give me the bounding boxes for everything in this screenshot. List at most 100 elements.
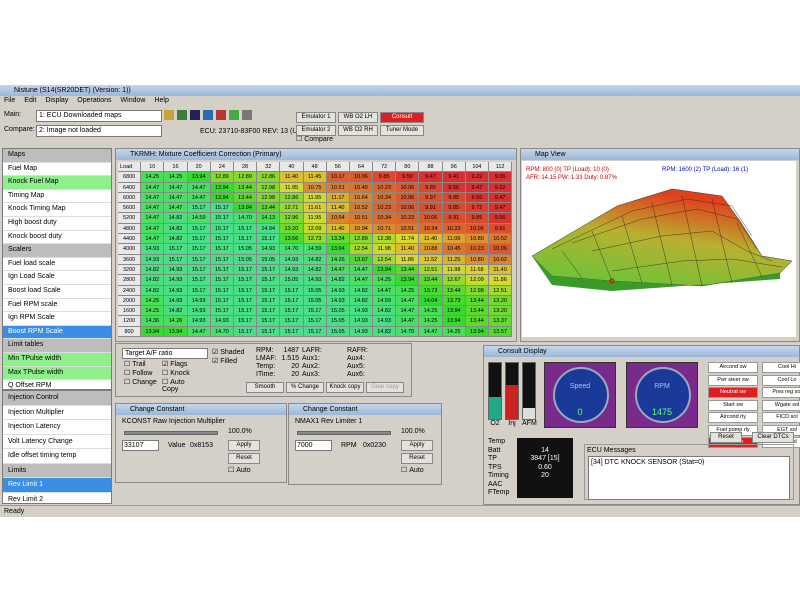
table-cell[interactable]: 12.86 [257,172,281,183]
table-cell[interactable]: 14.93 [164,285,188,296]
table-cell[interactable]: 10.71 [373,223,397,235]
table-cell[interactable]: 11.95 [303,192,327,204]
menu-item[interactable]: File [4,97,16,104]
table-cell[interactable]: 13.67 [349,254,374,265]
table-cell[interactable]: 14.70 [280,244,304,255]
table-cell[interactable]: 12.96 [280,213,304,224]
table-cell[interactable]: 12.54 [373,254,397,265]
table-cell[interactable]: 15.17 [233,275,258,286]
table-cell[interactable]: 10.62 [489,254,513,265]
table-cell[interactable]: 14.93 [257,244,281,255]
table-cell[interactable]: 11.25 [442,254,466,265]
table-cell[interactable]: 14.47 [164,203,188,214]
table-cell[interactable]: 13.44 [419,275,443,286]
table-cell[interactable]: 15.17 [210,285,234,296]
table-cell[interactable]: 11.98 [442,264,466,276]
table-cell[interactable]: 15.05 [326,306,350,317]
table-cell[interactable]: 11.06 [442,234,466,245]
table-cell[interactable]: 14.93 [187,295,211,307]
table-cell[interactable]: 14.47 [396,316,420,327]
table-cell[interactable]: 14.82 [349,285,374,296]
constant-input[interactable]: 33107 [122,440,159,451]
table-cell[interactable]: 15.17 [187,254,211,265]
table-cell[interactable]: 12.73 [303,234,327,245]
table-cell[interactable]: 15.17 [257,295,281,307]
table-cell[interactable]: 12.98 [465,285,489,296]
table-cell[interactable]: 14.82 [164,306,188,317]
table-cell[interactable]: 15.17 [257,316,281,327]
table-cell[interactable]: 11.86 [489,275,513,286]
table-cell[interactable]: 10.75 [303,182,327,193]
table-cell[interactable]: 15.17 [233,295,258,307]
reset-button[interactable]: Reset [228,453,260,464]
table-cell[interactable]: 10.40 [349,182,374,193]
table-cell[interactable]: 13.94 [326,244,350,255]
table-cell[interactable]: 15.17 [257,264,281,276]
list-item[interactable]: Injection Latency [3,420,111,435]
table-cell[interactable]: 15.05 [326,326,350,338]
table-cell[interactable]: 10.06 [396,203,420,214]
table-cell[interactable]: 12.98 [257,192,281,204]
table-cell[interactable]: 15.17 [187,264,211,276]
table-cell[interactable]: 9.85 [465,213,489,224]
table-cell[interactable]: 14.93 [141,244,165,255]
table-cell[interactable]: 9.22 [489,182,513,193]
slider[interactable] [124,431,218,435]
table-cell[interactable]: 14.47 [419,326,443,338]
table-cell[interactable]: 10.52 [349,203,374,214]
table-cell[interactable]: 13.94 [210,182,234,193]
table-cell[interactable]: 12.71 [280,203,304,214]
checkbox[interactable]: ☑ Shaded [212,349,245,356]
table-cell[interactable]: 10.06 [349,172,374,183]
list-item[interactable]: Fuel load scale [3,257,111,272]
list-item[interactable]: Min TPulse width [3,352,111,367]
list-item[interactable]: Ign Load Scale [3,271,111,285]
table-cell[interactable]: 14.25 [396,285,420,296]
table-cell[interactable]: 14.25 [141,295,165,307]
table-cell[interactable]: 13.73 [442,295,466,307]
table-cell[interactable]: 15.17 [210,203,234,214]
table-cell[interactable]: 15.17 [210,306,234,317]
table-cell[interactable]: 14.93 [349,306,374,317]
icon[interactable] [242,110,252,120]
table-cell[interactable]: 14.47 [326,264,350,276]
table-cell[interactable]: 14.82 [373,306,397,317]
table-cell[interactable]: 14.93 [326,295,350,307]
table-cell[interactable]: 15.17 [164,244,188,255]
table-cell[interactable]: 13.94 [233,203,258,214]
table-cell[interactable]: 10.51 [396,223,420,235]
table-cell[interactable]: 14.36 [141,316,165,327]
table-cell[interactable]: 10.23 [396,213,420,224]
table-cell[interactable]: 15.17 [187,234,211,245]
table-cell[interactable]: 14.93 [187,316,211,327]
table-cell[interactable]: 15.05 [326,316,350,327]
table-cell[interactable]: 10.94 [349,223,374,235]
toolbar-button[interactable]: WB O2 RH [338,125,378,136]
table-cell[interactable]: 10.23 [373,182,397,193]
table-cell[interactable]: 11.95 [280,182,304,193]
clear-dtc-button[interactable]: Clear DTCs [752,432,794,443]
table-cell[interactable]: 14.47 [187,182,211,193]
table-cell[interactable]: 13.44 [465,306,489,317]
table-cell[interactable]: 9.56 [442,182,466,193]
table-cell[interactable]: 14.70 [396,326,420,338]
table-cell[interactable]: 15.17 [280,326,304,338]
table-cell[interactable]: 14.59 [303,244,327,255]
table-cell[interactable]: 14.26 [164,316,188,327]
list-item[interactable]: Knock Timing Map [3,203,111,217]
table-cell[interactable]: 13.44 [442,285,466,296]
menu-item[interactable]: Display [45,97,69,104]
table-cell[interactable]: 11.40 [280,172,304,183]
table-cell[interactable]: 14.82 [141,285,165,296]
table-cell[interactable]: 15.17 [187,285,211,296]
table-cell[interactable]: 14.93 [187,306,211,317]
list-item[interactable]: Q Offset RPM [3,380,111,389]
table-cell[interactable]: 15.17 [257,306,281,317]
table-cell[interactable]: 14.47 [141,203,165,214]
table-cell[interactable]: 14.47 [141,223,165,235]
table-cell[interactable]: 15.17 [280,285,304,296]
icon[interactable] [177,110,187,120]
icon[interactable] [216,110,226,120]
table-cell[interactable]: 15.17 [233,223,258,235]
table-cell[interactable]: 12.89 [349,234,374,245]
